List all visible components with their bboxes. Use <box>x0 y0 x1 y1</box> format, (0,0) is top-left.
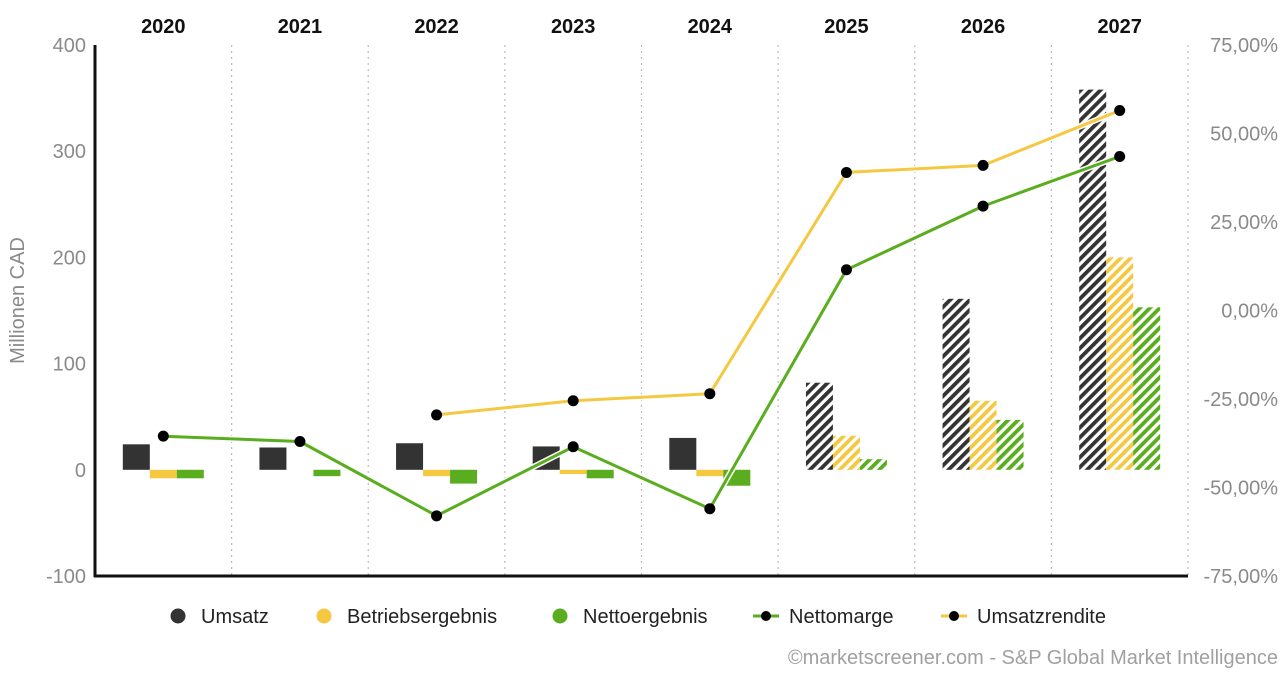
x-tick-label: 2020 <box>141 16 186 38</box>
legend-label: Nettomarge <box>789 606 894 628</box>
y2-tick-label: 50,00% <box>1210 124 1278 146</box>
legend-marker-dot <box>949 611 959 621</box>
bar-umsatz <box>1079 89 1107 470</box>
grid-separators <box>231 45 1189 576</box>
y-tick-label: 400 <box>53 35 86 57</box>
legend-marker <box>316 608 332 624</box>
point-nettomarge <box>567 441 579 453</box>
x-tick-label: 2024 <box>688 16 733 38</box>
x-tick-label: 2023 <box>551 16 596 38</box>
point-umsatzrendite <box>840 166 852 178</box>
y2-tick-label: 0,00% <box>1221 301 1278 323</box>
legend-label: Umsatzrendite <box>977 606 1106 628</box>
bar-umsatz <box>396 443 424 470</box>
legend-item-umsatz[interactable]: Umsatz <box>170 606 269 628</box>
y2-tick-label: -50,00% <box>1204 478 1279 500</box>
x-tick-label: 2026 <box>961 16 1006 38</box>
line-umsatzrendite <box>435 109 1122 417</box>
bar-betriebsergebnis <box>149 469 177 479</box>
point-nettomarge <box>977 200 989 212</box>
point-umsatzrendite <box>431 409 443 421</box>
y2-tick-label: 75,00% <box>1210 35 1278 57</box>
point-nettomarge <box>294 435 306 447</box>
point-nettomarge <box>1114 151 1126 163</box>
point-nettomarge <box>840 264 852 276</box>
bar-umsatz <box>259 447 287 470</box>
legend-marker-dot <box>761 611 771 621</box>
bar-nettoergebnis <box>313 469 341 477</box>
y-tick-label: 200 <box>53 247 86 269</box>
y-tick-label: 300 <box>53 141 86 163</box>
bars <box>122 89 1161 486</box>
legend-label: Nettoergebnis <box>583 606 708 628</box>
bar-nettoergebnis <box>586 469 614 479</box>
point-umsatzrendite <box>567 395 579 407</box>
bar-betriebsergebnis <box>696 469 724 477</box>
legend-item-nettomarge[interactable]: Nettomarge <box>753 606 894 628</box>
legend-item-betriebsergebnis[interactable]: Betriebsergebnis <box>316 606 498 628</box>
bar-nettoergebnis <box>176 469 204 479</box>
x-tick-label: 2027 <box>1097 16 1142 38</box>
point-nettomarge <box>431 510 443 522</box>
axes <box>93 45 1188 578</box>
bar-nettoergebnis <box>450 469 478 484</box>
bar-betriebsergebnis <box>559 469 587 475</box>
y2-tick-label: -75,00% <box>1204 566 1279 588</box>
legend-label: Umsatz <box>201 606 269 628</box>
bar-nettoergebnis <box>996 419 1024 470</box>
x-tick-label: 2025 <box>824 16 869 38</box>
bar-betriebsergebnis <box>832 435 860 470</box>
x-tick-label: 2021 <box>278 16 323 38</box>
y-tick-label: 0 <box>75 460 86 482</box>
bar-umsatz <box>942 298 970 470</box>
bar-umsatz <box>122 444 150 470</box>
labels: -100 0 100 200 300 400 -75,00% -50,00% -25,00% 0,… <box>7 16 1278 588</box>
bar-nettoergebnis <box>859 459 887 470</box>
y-tick-label: 100 <box>53 354 86 376</box>
point-nettomarge <box>157 430 169 442</box>
bar-betriebsergebnis <box>1106 257 1134 470</box>
lines <box>157 104 1126 522</box>
y2-tick-label: -25,00% <box>1204 389 1279 411</box>
line-nettomarge <box>161 155 1122 518</box>
point-umsatzrendite <box>977 159 989 171</box>
bar-betriebsergebnis <box>423 469 451 477</box>
legend-marker <box>552 608 568 624</box>
legend-marker <box>170 608 186 624</box>
bar-betriebsergebnis <box>969 400 997 470</box>
bar-umsatz <box>669 437 697 470</box>
point-nettomarge <box>704 503 716 515</box>
bar-nettoergebnis <box>1133 307 1161 470</box>
legend-label: Betriebsergebnis <box>347 606 497 628</box>
y-axis-title: Millionen CAD <box>7 237 29 364</box>
y-tick-label: -100 <box>46 566 86 588</box>
y2-tick-label: 25,00% <box>1210 212 1278 234</box>
legend-item-umsatzrendite[interactable]: Umsatzrendite <box>941 606 1106 628</box>
x-tick-label: 2022 <box>414 16 459 38</box>
point-umsatzrendite <box>704 388 716 400</box>
credit-text: ©marketscreener.com - S&P Global Market … <box>788 647 1278 669</box>
legend-item-nettoergebnis[interactable]: Nettoergebnis <box>552 606 708 628</box>
legend: Umsatz Betriebsergebnis Nettoergebnis Netto… <box>170 606 1106 628</box>
point-umsatzrendite <box>1114 104 1126 116</box>
bar-umsatz <box>805 382 833 470</box>
